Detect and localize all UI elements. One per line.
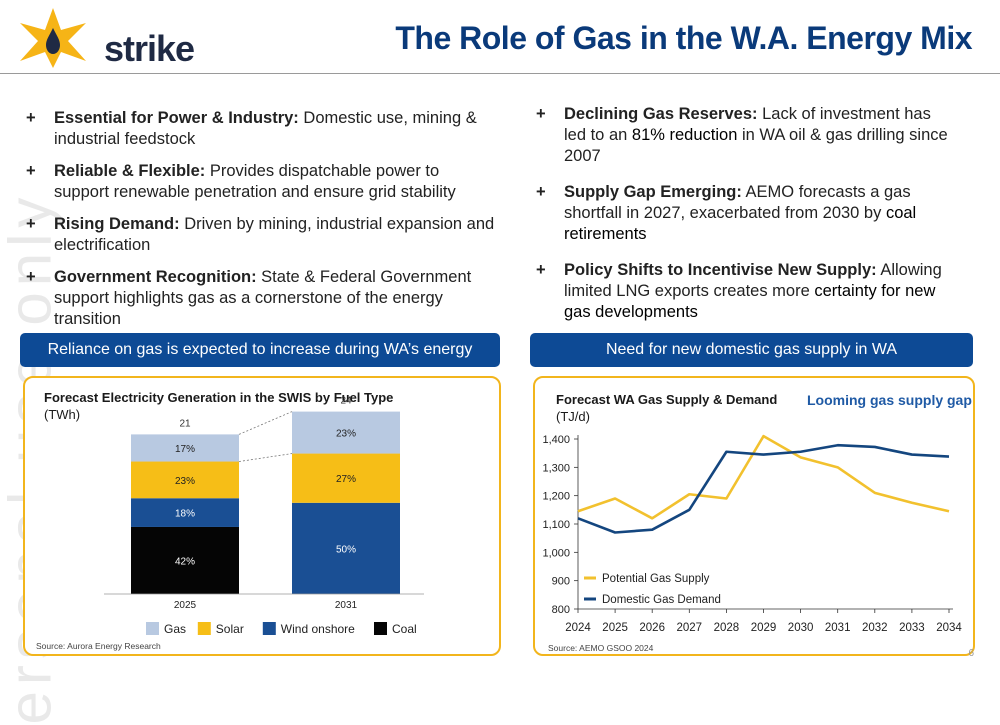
bar-data-label: 27% [336, 474, 356, 485]
bar-segment-wind-onshore [292, 502, 400, 594]
page-title: The Role of Gas in the W.A. Energy Mix [395, 20, 972, 56]
bullet-item: + Reliable & Flexible: Provides dispatcha… [26, 162, 456, 201]
legend-swatch [146, 622, 159, 635]
plus-icon: + [26, 215, 36, 233]
bar-data-label: 23% [175, 476, 195, 487]
connector-line [238, 453, 293, 462]
y-tick-label: 1,400 [542, 434, 570, 446]
bar-segment-gas [292, 411, 400, 454]
page-number: 6 [968, 648, 974, 659]
bullet-item: + Essential for Power & Industry: Domesti… [26, 109, 477, 148]
logo-text: strike [104, 28, 195, 69]
bullet-item: + Policy Shifts to Incentivise New Supply… [536, 261, 942, 321]
series-line-domestic-gas-demand [577, 443, 950, 534]
left-bullet-list: + Essential for Power & Industry: Domesti… [26, 108, 496, 341]
right-bullet-list: + Declining Gas Reserves: Lack of investm… [536, 104, 956, 338]
x-tick-label: 2024 [565, 622, 591, 634]
logo: strike [12, 6, 195, 69]
header-divider [0, 73, 1000, 74]
plus-icon: + [26, 268, 36, 286]
series-line-potential-gas-supply [577, 434, 950, 520]
legend-label: Wind onshore [281, 622, 355, 636]
y-tick-label: 900 [552, 576, 570, 588]
bar-segment-coal [131, 526, 239, 594]
bar-chart-panel [23, 376, 501, 656]
bar-total-label: 21 [179, 418, 191, 429]
legend-label: Gas [164, 622, 186, 636]
plus-icon: + [26, 162, 36, 180]
x-tick-label: 2026 [639, 622, 665, 634]
connector-line [238, 411, 293, 435]
bar-chart-source: Source: Aurora Energy Research [36, 641, 161, 651]
bar-total-label: 24 [340, 396, 352, 407]
legend-swatch [262, 622, 276, 635]
line-chart-title: Forecast WA Gas Supply & Demand (TJ/d) [556, 392, 778, 424]
plus-icon: + [536, 105, 546, 123]
legend-label: Coal [392, 622, 417, 636]
x-tick-label: 2025 [174, 600, 197, 611]
banner-right: Need for new domestic gas supply in WA [530, 333, 973, 367]
bar-segment-solar [292, 453, 400, 503]
bar-data-label: 23% [336, 429, 356, 440]
x-tick-label: 2031 [825, 622, 851, 634]
legend-label: Potential Gas Supply [602, 573, 710, 585]
bullet-item: + Declining Gas Reserves: Lack of investm… [536, 105, 948, 165]
supply-gap-annotation: Looming gas supply gap [807, 392, 972, 408]
legend-label: Domestic Gas Demand [602, 594, 721, 606]
legend-swatch [197, 622, 211, 635]
x-tick-label: 2025 [602, 622, 628, 634]
plus-icon: + [536, 261, 546, 279]
bullet-item: + Government Recognition: State & Federal… [26, 268, 472, 328]
y-tick-label: 1,100 [542, 519, 570, 531]
stacked-bar-chart: 42% 18% 23% 17% 21 2025 50% 27% 23% 24 2031 Gas Sola… [104, 396, 424, 636]
bar-segment-solar [131, 461, 239, 499]
bar-data-label: 18% [175, 509, 195, 520]
line-chart: 800 900 1,000 1,100 1,200 1,300 1,400 2024 2025 2… [542, 434, 962, 634]
bar-chart-title: Forecast Electricity Generation in the S… [44, 390, 394, 422]
legend-swatch [374, 622, 387, 635]
plus-icon: + [536, 183, 546, 201]
bullet-item: + Supply Gap Emerging: AEMO forecasts a g… [536, 183, 917, 243]
strike-star-icon [20, 8, 86, 68]
y-tick-label: 1,200 [542, 491, 570, 503]
bar-data-label: 17% [175, 444, 195, 455]
bullet-item: + Rising Demand: Driven by mining, indust… [26, 215, 495, 254]
banner-left: Reliance on gas is expected to increase … [20, 333, 500, 392]
bar-data-label: 50% [336, 544, 356, 555]
bar-segment-wind-onshore [131, 498, 239, 527]
y-tick-label: 800 [552, 604, 570, 616]
x-tick-label: 2034 [936, 622, 962, 634]
y-tick-label: 1,000 [542, 547, 570, 559]
x-tick-label: 2031 [335, 600, 358, 611]
x-tick-label: 2033 [899, 622, 925, 634]
legend-label: Solar [216, 622, 244, 636]
plus-icon: + [26, 109, 36, 127]
x-tick-label: 2028 [714, 622, 740, 634]
x-tick-label: 2032 [862, 622, 888, 634]
x-tick-label: 2027 [677, 622, 703, 634]
y-tick-label: 1,300 [542, 462, 570, 474]
x-tick-label: 2029 [751, 622, 777, 634]
bar-segment-gas [131, 434, 239, 462]
bar-data-label: 42% [175, 556, 195, 567]
x-tick-label: 2030 [788, 622, 814, 634]
line-chart-source: Source: AEMO GSOO 2024 [548, 643, 654, 653]
